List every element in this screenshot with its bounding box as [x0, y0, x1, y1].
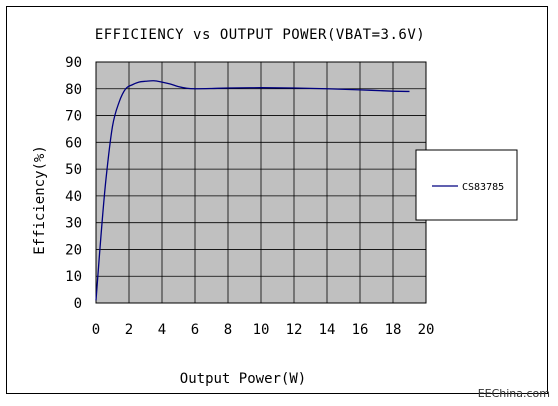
y-tick-label: 0: [74, 296, 82, 312]
x-axis-ticks: 0 2 4 6 8 10 12 14 16 18 20: [92, 322, 435, 338]
y-tick-label: 90: [65, 55, 82, 71]
y-axis-label: Efficiency(%): [32, 145, 48, 255]
y-tick-label: 70: [65, 109, 82, 125]
x-tick-label: 4: [158, 322, 166, 338]
y-tick-label: 40: [65, 189, 82, 205]
x-tick-label: 2: [125, 322, 133, 338]
x-tick-label: 16: [352, 322, 369, 338]
chart-title: EFFICIENCY vs OUTPUT POWER(VBAT=3.6V): [95, 27, 425, 43]
x-tick-label: 10: [253, 322, 270, 338]
watermark: EEChina.com: [477, 387, 550, 400]
series-line-cs83785: [95, 80, 410, 301]
x-tick-label: 12: [286, 322, 303, 338]
legend: CS83785: [415, 149, 518, 221]
gridlines: [95, 61, 427, 304]
x-tick-label: 0: [92, 322, 100, 338]
x-tick-label: 8: [224, 322, 232, 338]
series-layer: [95, 80, 410, 301]
x-tick-label: 20: [418, 322, 435, 338]
y-axis-ticks: 0 10 20 30 40 50 60 70 80 90: [65, 55, 82, 312]
y-tick-label: 10: [65, 269, 82, 285]
legend-label-cs83785: CS83785: [462, 182, 504, 193]
legend-box: [415, 149, 518, 221]
y-tick-label: 80: [65, 82, 82, 98]
y-tick-label: 60: [65, 135, 82, 151]
y-tick-label: 30: [65, 216, 82, 232]
x-tick-label: 18: [385, 322, 402, 338]
y-tick-label: 20: [65, 242, 82, 258]
x-axis-label: Output Power(W): [180, 371, 306, 387]
x-tick-label: 6: [191, 322, 199, 338]
x-tick-label: 14: [319, 322, 336, 338]
y-tick-label: 50: [65, 162, 82, 178]
